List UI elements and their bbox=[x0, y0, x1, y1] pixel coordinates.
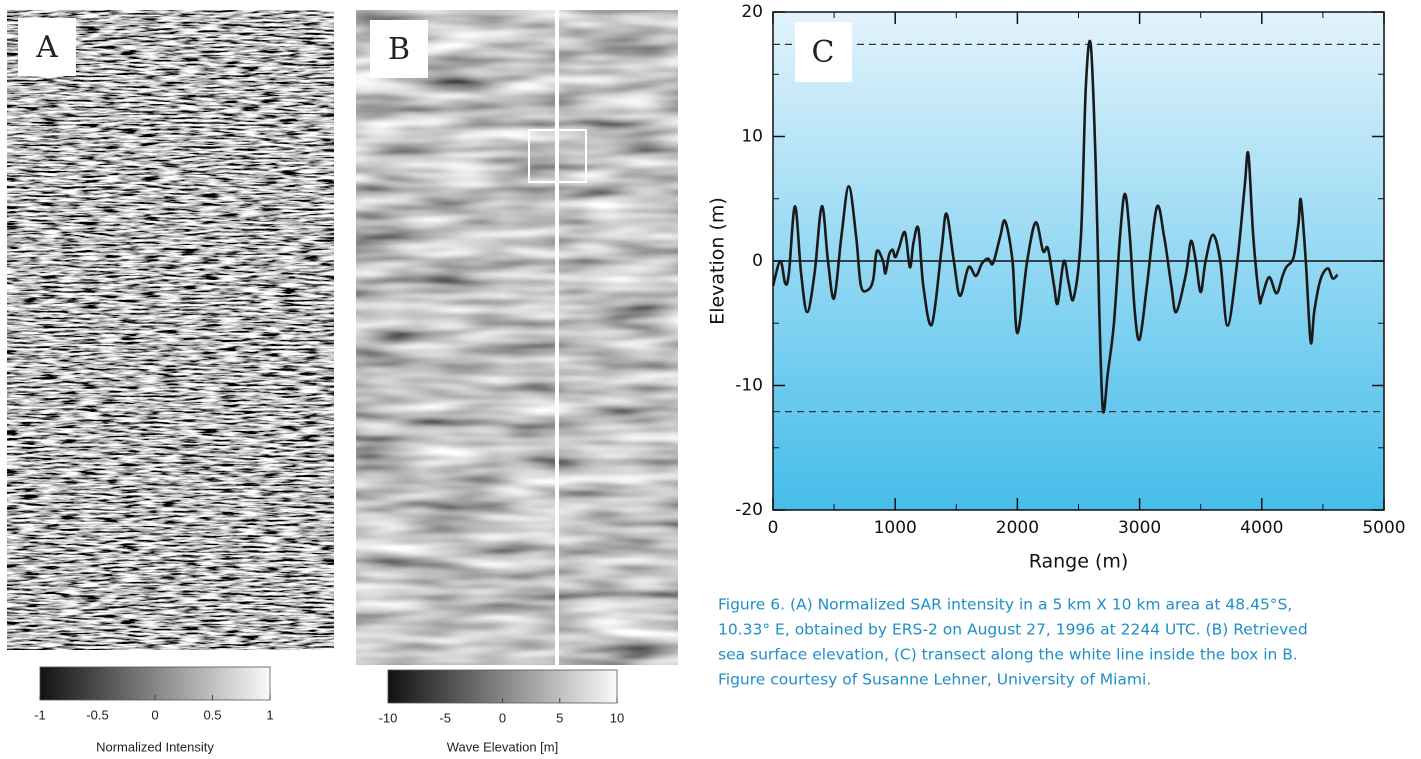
colorbar-tick-label: -1 bbox=[34, 707, 46, 722]
colorbar-label: Normalized Intensity bbox=[96, 739, 214, 754]
y-axis-label: Elevation (m) bbox=[707, 197, 729, 325]
x-tick-label: 1000 bbox=[874, 518, 917, 538]
colorbar-tick-label: 0.5 bbox=[203, 707, 221, 722]
colorbar-tick-label: 0 bbox=[151, 707, 158, 722]
caption-line: Figure courtesy of Susanne Lehner, Unive… bbox=[718, 671, 1151, 689]
plot-frame bbox=[772, 11, 1385, 511]
caption-line: Figure 6. (A) Normalized SAR intensity i… bbox=[718, 596, 1292, 614]
panel-label: C bbox=[812, 35, 835, 70]
colorbar-tick-label: 10 bbox=[610, 710, 624, 725]
colorbar-label: Wave Elevation [m] bbox=[447, 739, 559, 754]
y-tick-label: 10 bbox=[741, 127, 763, 147]
x-tick-label: 2000 bbox=[996, 518, 1039, 538]
colorbar-tick-label: 5 bbox=[556, 710, 563, 725]
panel-label: B bbox=[388, 32, 410, 67]
colorbar-tick-label: 1 bbox=[266, 707, 273, 722]
y-tick-label: 20 bbox=[741, 2, 763, 22]
y-tick-label: 0 bbox=[752, 251, 763, 271]
x-axis-label: Range (m) bbox=[1029, 551, 1129, 573]
x-tick-label: 4000 bbox=[1240, 518, 1283, 538]
x-tick-label: 0 bbox=[768, 518, 779, 538]
x-tick-label: 5000 bbox=[1362, 518, 1405, 538]
colorbar-tick-label: -10 bbox=[379, 710, 398, 725]
x-tick-label: 3000 bbox=[1118, 518, 1161, 538]
sar-image bbox=[356, 10, 678, 665]
colorbar bbox=[39, 666, 271, 701]
highlight-box bbox=[528, 129, 587, 183]
panel-label-box bbox=[795, 22, 852, 82]
elevation-line bbox=[771, 39, 1339, 414]
colorbar-tick-label: 0 bbox=[499, 710, 506, 725]
y-tick-label: -10 bbox=[735, 376, 763, 396]
caption-line: 10.33° E, obtained by ERS-2 on August 27… bbox=[718, 621, 1308, 639]
colorbar-tick-label: -5 bbox=[439, 710, 451, 725]
caption-line: sea surface elevation, (C) transect alon… bbox=[718, 646, 1298, 664]
sar-image bbox=[7, 10, 334, 650]
panel-label-box bbox=[370, 20, 428, 78]
y-tick-label: -20 bbox=[735, 500, 763, 520]
panel-label-box bbox=[18, 18, 76, 76]
colorbar-tick-label: -0.5 bbox=[86, 707, 108, 722]
panel-label: A bbox=[35, 30, 58, 65]
